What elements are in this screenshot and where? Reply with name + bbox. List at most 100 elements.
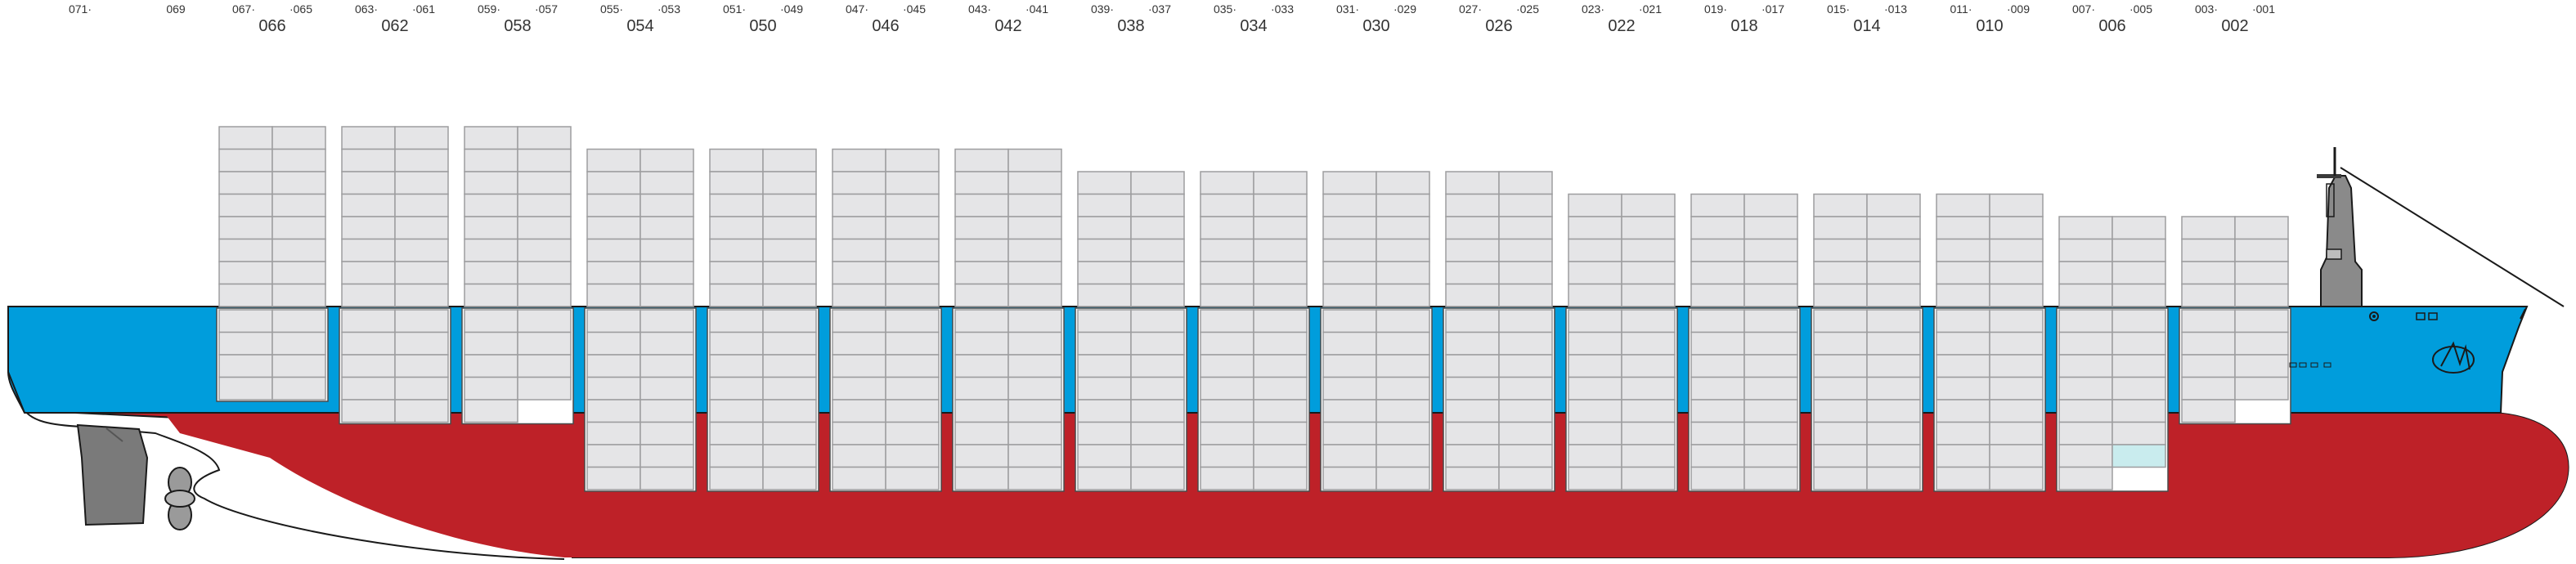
hold-container — [1200, 444, 1254, 468]
hold-container — [832, 331, 886, 356]
deck-container — [1813, 193, 1868, 217]
container-stack — [1197, 171, 1310, 492]
deck-container — [1813, 283, 1868, 307]
hold-container — [464, 309, 518, 333]
hold-container — [885, 444, 940, 468]
deck-container — [1989, 193, 2044, 217]
deck-container — [954, 261, 1009, 285]
deck-container — [272, 216, 326, 240]
hold-container — [1568, 354, 1622, 378]
deck-container — [1130, 238, 1185, 262]
hold-container — [1621, 444, 1676, 468]
bay-label-odd-right: ·053 — [657, 2, 680, 16]
deck-container — [394, 193, 449, 217]
hold-container — [341, 399, 396, 423]
hold-container — [1322, 399, 1377, 423]
deck-container — [1322, 193, 1377, 217]
deck-container — [1200, 283, 1254, 307]
bay-label-odd-right: ·041 — [1025, 2, 1048, 16]
deck-container — [464, 148, 518, 172]
deck-container — [709, 238, 764, 262]
hold-container — [1322, 331, 1377, 356]
deck-container — [709, 216, 764, 240]
deck-container — [464, 171, 518, 195]
deck-container — [218, 148, 273, 172]
deck-container — [640, 216, 694, 240]
deck-container — [341, 261, 396, 285]
hold-container — [341, 354, 396, 378]
hold-container — [1498, 331, 1553, 356]
deck-container — [272, 261, 326, 285]
hold-container — [1008, 399, 1062, 423]
deck-container — [218, 238, 273, 262]
deck-container — [2234, 216, 2289, 240]
hold-container — [832, 309, 886, 333]
deck-container — [218, 216, 273, 240]
deck-container — [640, 148, 694, 172]
hold-container — [1130, 354, 1185, 378]
hold-container — [1077, 466, 1132, 490]
deck-container — [832, 193, 886, 217]
deck-container — [1690, 216, 1745, 240]
bay-label-odd-left: 003· — [2195, 2, 2218, 16]
bay-label-odd-left: 039· — [1091, 2, 1114, 16]
hold-container — [762, 331, 817, 356]
hold-container — [341, 331, 396, 356]
container-stack — [707, 148, 819, 492]
deck-container — [1200, 261, 1254, 285]
bay-label-odd-right: ·021 — [1639, 2, 1662, 16]
deck-container — [1813, 261, 1868, 285]
hold-container — [1936, 399, 1990, 423]
bay-label-odd-right: ·013 — [1884, 2, 1907, 16]
hold-container — [709, 421, 764, 445]
hold-container — [272, 354, 326, 378]
bay-label-odd-left: 067· — [232, 2, 255, 16]
hold-container — [2181, 331, 2236, 356]
hold-container — [1813, 421, 1868, 445]
bay-label-odd-right: ·005 — [2129, 2, 2152, 16]
deck-container — [1376, 283, 1430, 307]
deck-container — [954, 171, 1009, 195]
deck-container — [1813, 216, 1868, 240]
deck-container — [1130, 216, 1185, 240]
deck-container — [2058, 283, 2113, 307]
hold-container — [885, 354, 940, 378]
hold-container — [1008, 309, 1062, 333]
bay-label-main: 054 — [626, 17, 653, 35]
hold-container — [1077, 421, 1132, 445]
deck-container — [1866, 238, 1921, 262]
hold-container — [1498, 309, 1553, 333]
deck-container — [517, 283, 572, 307]
bay-label-odd-left: 043· — [968, 2, 991, 16]
hold-container — [1813, 309, 1868, 333]
hold-container — [1008, 444, 1062, 468]
container-stack — [1688, 193, 1801, 492]
deck-container — [885, 193, 940, 217]
hold-container — [272, 309, 326, 333]
deck-container — [1130, 261, 1185, 285]
hold-container — [1498, 466, 1553, 490]
deck-container — [832, 148, 886, 172]
bay-label-odd-left: 047· — [846, 2, 868, 16]
container-stack — [1075, 171, 1187, 492]
hold-container — [2112, 309, 2166, 333]
deck-container — [640, 283, 694, 307]
hold-container — [1936, 466, 1990, 490]
deck-container — [954, 283, 1009, 307]
hold-container — [2058, 354, 2113, 378]
deck-container — [1077, 238, 1132, 262]
hold-container — [1690, 309, 1745, 333]
deck-container — [218, 261, 273, 285]
bay-label-main: 014 — [1853, 17, 1880, 35]
container-stack — [584, 148, 697, 492]
deck-container — [762, 261, 817, 285]
deck-container — [1376, 171, 1430, 195]
hold-container — [1253, 466, 1308, 490]
hold-container — [1813, 399, 1868, 423]
hold-container — [586, 354, 641, 378]
hold-container — [1989, 331, 2044, 356]
hold-container — [1130, 331, 1185, 356]
hold-container — [218, 331, 273, 356]
deck-container — [1077, 216, 1132, 240]
hold-container — [1621, 399, 1676, 423]
